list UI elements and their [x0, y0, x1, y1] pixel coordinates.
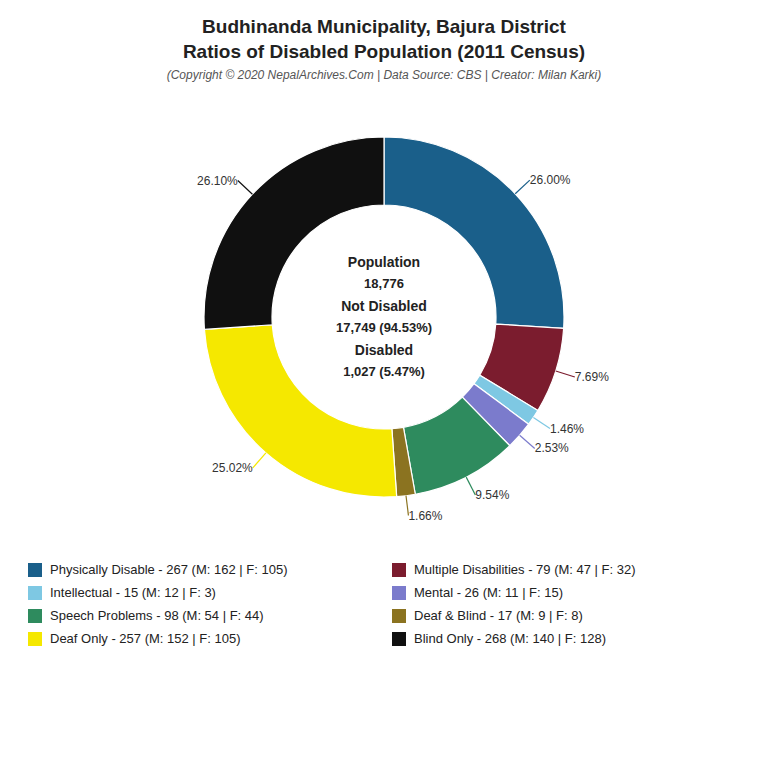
html-text:17,749 (94.53%): 17,749 (94.53%) — [335, 320, 433, 335]
html-text:Not Disabled: Not Disabled — [341, 298, 427, 314]
html-text:Blind Only - 268 (M: 140 | F:: Blind Only - 268 (M: 140 | F: 128) — [414, 631, 606, 646]
svg-text:2.53%: 2.53% — [535, 441, 569, 455]
html-text:Deaf & Blind - 17 (M: 9 | F: 8: Deaf & Blind - 17 (M: 9 | F: 8) — [414, 608, 583, 623]
html-text:18,776: 18,776 — [364, 276, 404, 291]
html-text:Physically Disable - 267 (M: 1: Physically Disable - 267 (M: 162 | F: 10… — [50, 562, 288, 577]
html-text:Population: Population — [347, 254, 421, 270]
html-text:(Copyright © 2020 NepalArchive: (Copyright © 2020 NepalArchives.Com | Da… — [166, 68, 602, 82]
html-text:Deaf Only - 257 (M: 152 | F: 1: Deaf Only - 257 (M: 152 | F: 105) — [50, 631, 241, 646]
svg-text:1.66%: 1.66% — [408, 509, 442, 523]
svg-text:26.10%: 26.10% — [197, 174, 238, 188]
html-text:Mental - 26 (M: 11 | F: 15): Mental - 26 (M: 11 | F: 15) — [414, 585, 564, 600]
svg-text:7.69%: 7.69% — [575, 370, 609, 384]
svg-text:26.00%: 26.00% — [530, 173, 571, 187]
html-text:Multiple Disabilities - 79 (M:: Multiple Disabilities - 79 (M: 47 | F: 3… — [414, 562, 636, 577]
svg-text:9.54%: 9.54% — [475, 488, 509, 502]
html-text:Budhinanda Municipality, Bajur: Budhinanda Municipality, Bajura District — [202, 16, 566, 37]
html-text:Speech Problems - 98 (M: 54 |: Speech Problems - 98 (M: 54 | F: 44) — [50, 608, 264, 623]
html-text:Ratios of Disabled Population: Ratios of Disabled Population (2011 Cens… — [182, 41, 586, 62]
svg-text:1.46%: 1.46% — [550, 422, 584, 436]
html-text:Intellectual - 15 (M: 12 | F:: Intellectual - 15 (M: 12 | F: 3) — [50, 585, 216, 600]
html-text:Disabled: Disabled — [354, 342, 414, 358]
svg-text:25.02%: 25.02% — [212, 461, 253, 475]
html-text:1,027 (5.47%): 1,027 (5.47%) — [343, 364, 425, 379]
